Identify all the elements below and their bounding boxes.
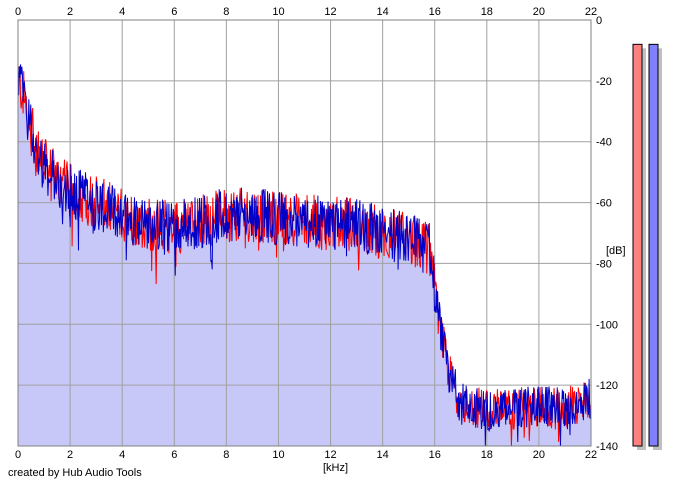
x-tick-label-bottom: 0 <box>15 449 21 461</box>
x-tick-label-bottom: 4 <box>119 449 125 461</box>
x-tick-label-bottom: 20 <box>533 449 545 461</box>
x-tick-label-bottom: 18 <box>481 449 493 461</box>
x-tick-label-top: 0 <box>15 6 21 18</box>
level-meters <box>632 43 662 450</box>
series-line-right <box>17 64 592 447</box>
spectrum-fill <box>18 64 591 446</box>
y-tick-label: -120 <box>596 380 618 392</box>
y-tick-label: -80 <box>596 258 612 270</box>
y-axis-label: [dB] <box>606 245 626 257</box>
y-tick-label: 0 <box>596 15 602 27</box>
axes-layer <box>17 19 592 447</box>
x-tick-label-bottom: 10 <box>272 449 284 461</box>
y-tick-label: -140 <box>596 441 618 453</box>
x-tick-label-bottom: 14 <box>377 449 389 461</box>
x-tick-label-top: 20 <box>533 6 545 18</box>
y-tick-label: -40 <box>596 137 612 149</box>
x-tick-label-bottom: 2 <box>67 449 73 461</box>
x-tick-labels-top: 0 2 4 6 8 10 12 14 16 18 20 22 <box>15 6 597 18</box>
level-meter-bar <box>648 43 659 447</box>
y-tick-label: -100 <box>596 319 618 331</box>
plot-frame <box>17 19 592 447</box>
y-tick-label: -20 <box>596 76 612 88</box>
level-meter-bar <box>632 43 643 447</box>
x-tick-label-bottom: 12 <box>324 449 336 461</box>
x-axis-label: [kHz] <box>323 462 348 474</box>
x-tick-label-top: 14 <box>377 6 389 18</box>
x-tick-label-top: 10 <box>272 6 284 18</box>
x-tick-label-bottom: 6 <box>171 449 177 461</box>
credit-text: created by Hub Audio Tools <box>8 467 142 479</box>
series-layer <box>17 64 592 447</box>
y-tick-labels: 0 -20 -40 -60 -80 -100 -120 -140 <box>596 15 618 453</box>
spectrum-fill-layer <box>18 64 591 446</box>
y-tick-label: -60 <box>596 198 612 210</box>
x-tick-label-top: 6 <box>171 6 177 18</box>
x-tick-label-top: 2 <box>67 6 73 18</box>
x-tick-label-bottom: 22 <box>585 449 597 461</box>
x-tick-labels-bottom: 0 2 4 6 8 10 12 14 16 18 20 22 <box>15 449 597 461</box>
x-tick-label-top: 12 <box>324 6 336 18</box>
x-tick-label-bottom: 8 <box>223 449 229 461</box>
x-tick-label-top: 22 <box>585 6 597 18</box>
x-tick-label-top: 4 <box>119 6 125 18</box>
x-tick-label-top: 18 <box>481 6 493 18</box>
x-tick-label-bottom: 16 <box>429 449 441 461</box>
x-tick-label-top: 8 <box>223 6 229 18</box>
x-tick-label-top: 16 <box>429 6 441 18</box>
